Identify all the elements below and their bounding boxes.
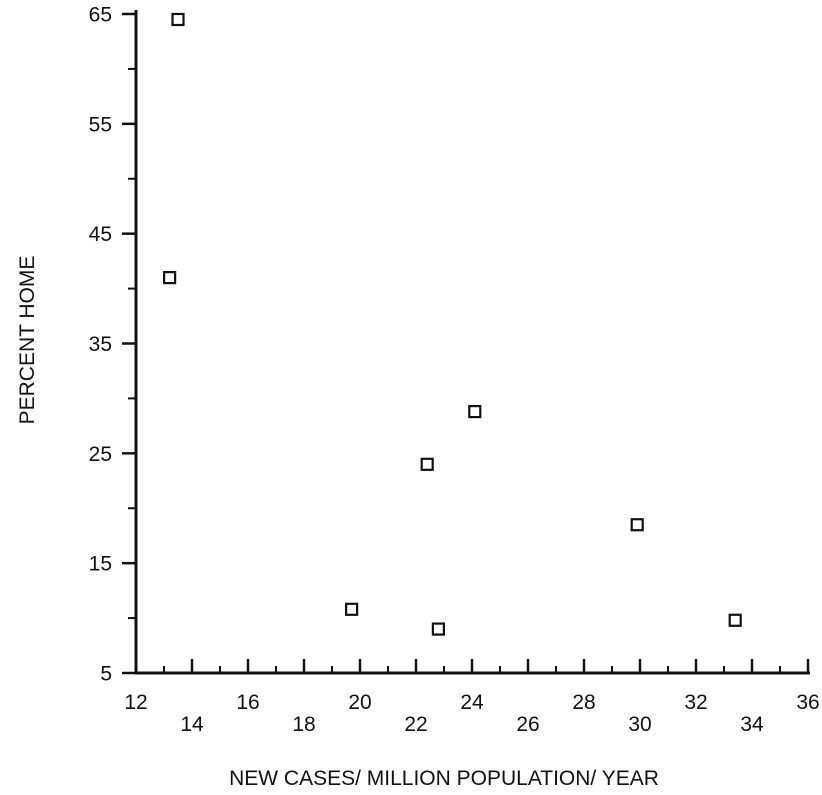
- x-tick-label: 16: [236, 691, 259, 714]
- x-tick-label: 24: [460, 691, 484, 714]
- data-point: [345, 602, 359, 616]
- y-tick-label: 55: [89, 113, 112, 136]
- y-tick-label: 25: [89, 443, 112, 466]
- data-point: [468, 404, 482, 419]
- y-tick-label: 45: [89, 223, 112, 246]
- x-tick-label: 28: [572, 691, 595, 714]
- y-tick-label: 65: [89, 4, 112, 27]
- ticks: 12 14 16 18 20 22 24 26 28 30 32 34 36 5 15 25 35 45 55 65: [89, 4, 820, 737]
- axes: [134, 10, 810, 675]
- data-point: [171, 12, 185, 27]
- data-point: [420, 457, 434, 471]
- data-points: [163, 12, 742, 636]
- x-tick-label: 18: [292, 713, 315, 736]
- x-tick-label: 32: [684, 691, 707, 714]
- x-tick-label: 30: [628, 713, 651, 736]
- x-axis-title: NEW CASES/ MILLION POPULATION/ YEAR: [229, 767, 659, 790]
- x-tick-label: 34: [740, 713, 764, 736]
- x-tick-label: 36: [796, 691, 819, 714]
- y-axis-title: PERCENT HOME: [16, 256, 39, 425]
- data-point: [630, 518, 644, 532]
- x-tick-label: 14: [180, 713, 204, 736]
- x-tick-label: 26: [516, 713, 539, 736]
- data-point: [163, 271, 177, 285]
- y-tick-label: 5: [100, 663, 112, 686]
- x-tick-label: 22: [404, 713, 427, 736]
- data-point: [728, 613, 742, 627]
- x-tick-label: 12: [124, 691, 147, 714]
- x-tick-label: 20: [348, 691, 371, 714]
- data-point: [431, 622, 445, 636]
- y-tick-label: 35: [89, 333, 112, 356]
- y-tick-label: 15: [89, 553, 112, 576]
